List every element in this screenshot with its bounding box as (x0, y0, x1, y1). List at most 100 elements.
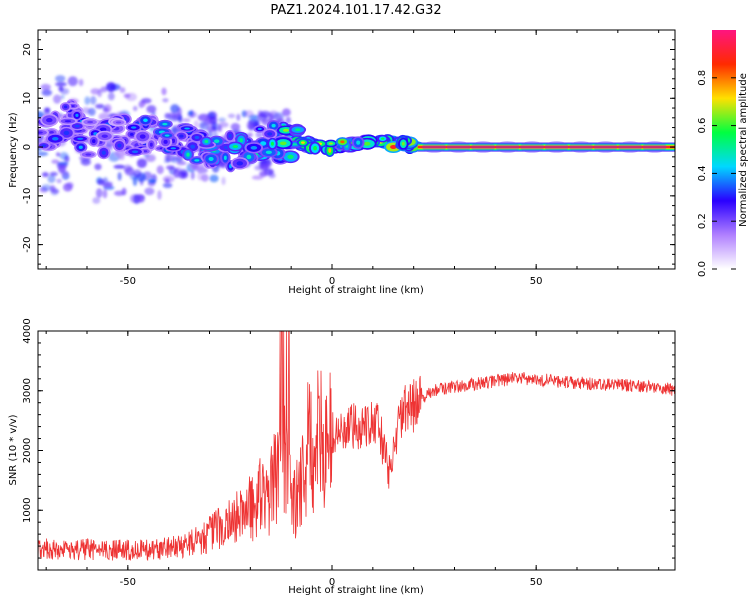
noise-blob (172, 113, 178, 122)
ridge-blob-core (170, 147, 177, 150)
noise-blob (90, 88, 101, 95)
noise-blob (102, 107, 110, 113)
noise-blob (132, 105, 138, 112)
ridge-blob-core (232, 145, 239, 149)
snr-ylabel: SNR (10 * v/v) (8, 414, 19, 485)
ridge-blob-core (328, 148, 332, 153)
ridge-blob-core (390, 144, 397, 150)
noise-blob (282, 108, 291, 117)
noise-blob (218, 117, 226, 123)
noise-blob (51, 159, 60, 164)
noise-blob (227, 113, 236, 119)
noise-blob (146, 105, 157, 114)
y-tick-label: -20 (22, 236, 33, 252)
noise-blob (41, 184, 52, 192)
noise-blob (97, 178, 105, 186)
ridge-blob-core (149, 142, 153, 147)
noise-blob (100, 86, 108, 93)
carrier-band-layer (417, 146, 675, 149)
noise-blob (47, 175, 56, 184)
ridge-blob-core (301, 141, 305, 144)
ridge-blob-core (186, 152, 190, 157)
ridge-blob-core (162, 122, 168, 126)
noise-blob (90, 95, 97, 105)
noise-blob (162, 98, 169, 103)
noise-blob (148, 178, 156, 184)
y-tick-label: 10 (22, 92, 33, 105)
ridge-blob-core (228, 133, 232, 138)
noise-blob (53, 94, 62, 104)
noise-blob (157, 190, 162, 200)
snr-panel: -50 0 50 1000 2000 3000 4000 Height of straigh… (8, 318, 676, 596)
colorbar-ticks: 0.0 0.2 0.4 0.6 0.8 (697, 70, 736, 277)
ridge-blob-core (236, 161, 244, 166)
noise-blob (212, 122, 221, 132)
noise-blob (144, 187, 155, 196)
noise-blob (190, 171, 195, 180)
noise-blob (94, 163, 102, 171)
snr-xlabel: Height of straight line (km) (288, 585, 424, 596)
noise-blob (113, 190, 125, 196)
carrier-halo (422, 141, 447, 154)
noise-blob (259, 170, 268, 177)
noise-blob (56, 161, 69, 166)
noise-blob (221, 176, 226, 186)
noise-blob (236, 113, 241, 121)
ridge-blob-core (204, 139, 209, 144)
colorbar-tick-label: 0.8 (697, 70, 708, 86)
noise-blob (60, 94, 65, 100)
noise-blob (60, 88, 70, 95)
spectrogram-frame (37, 29, 676, 270)
noise-blob (57, 164, 66, 174)
ridge-blob-core (49, 131, 54, 134)
ridge-blob-core (184, 127, 190, 130)
noise-blob (230, 122, 241, 131)
carrier-halo (495, 141, 520, 154)
noise-blob (123, 93, 131, 99)
ridge-blob-core (164, 134, 170, 137)
noise-blob (119, 87, 126, 93)
ridge-blob-core (75, 113, 79, 118)
noise-blob (203, 119, 213, 126)
ridge-blob-core (51, 136, 59, 141)
noise-blob (209, 174, 219, 183)
ridge-blob-core (287, 154, 294, 159)
ridge-blob-core (194, 135, 200, 140)
noise-blob (192, 163, 199, 171)
ridge-blob-core (74, 124, 80, 128)
ridge-blob-core (139, 134, 146, 139)
x-tick-label: -50 (120, 276, 136, 287)
noise-blob (49, 171, 58, 177)
noise-blob (65, 182, 74, 189)
noise-blob (56, 152, 61, 157)
noise-blob (182, 118, 191, 123)
noise-blob (274, 113, 283, 123)
noise-blob (207, 129, 213, 139)
noise-blob (38, 151, 49, 157)
ridge-blob-core (101, 134, 108, 138)
noise-blob (188, 110, 194, 116)
spectrogram-xlabel: Height of straight line (km) (288, 285, 424, 296)
ridge-blob-core (115, 121, 122, 124)
ridge-blob-core (129, 132, 134, 136)
noise-blob (170, 104, 180, 114)
carrier-halo (471, 141, 496, 154)
noise-blob (84, 96, 91, 105)
ridge-blob-core (270, 141, 274, 146)
ridge-blob-core (260, 141, 267, 146)
colorbar-label: Normalized spectral amplitude (738, 73, 749, 227)
ridge-blob-core (143, 118, 148, 123)
spectrogram-ylabel: Frequency (Hz) (8, 112, 19, 188)
spectrogram-panel: -50 0 50 -20 -10 0 10 20 Height of straight lin… (8, 29, 676, 296)
ridge-blob-core (87, 120, 94, 124)
y-tick-label: 20 (22, 43, 33, 56)
noise-blob (107, 92, 115, 101)
y-tick-label: 0 (22, 144, 33, 150)
noise-blob (55, 75, 66, 83)
carrier-halo (569, 141, 594, 154)
noise-blob (178, 114, 183, 124)
ridge-blob-core (328, 142, 333, 145)
ridge-blob-core (313, 146, 317, 151)
y-tick-label: 2000 (22, 438, 33, 463)
